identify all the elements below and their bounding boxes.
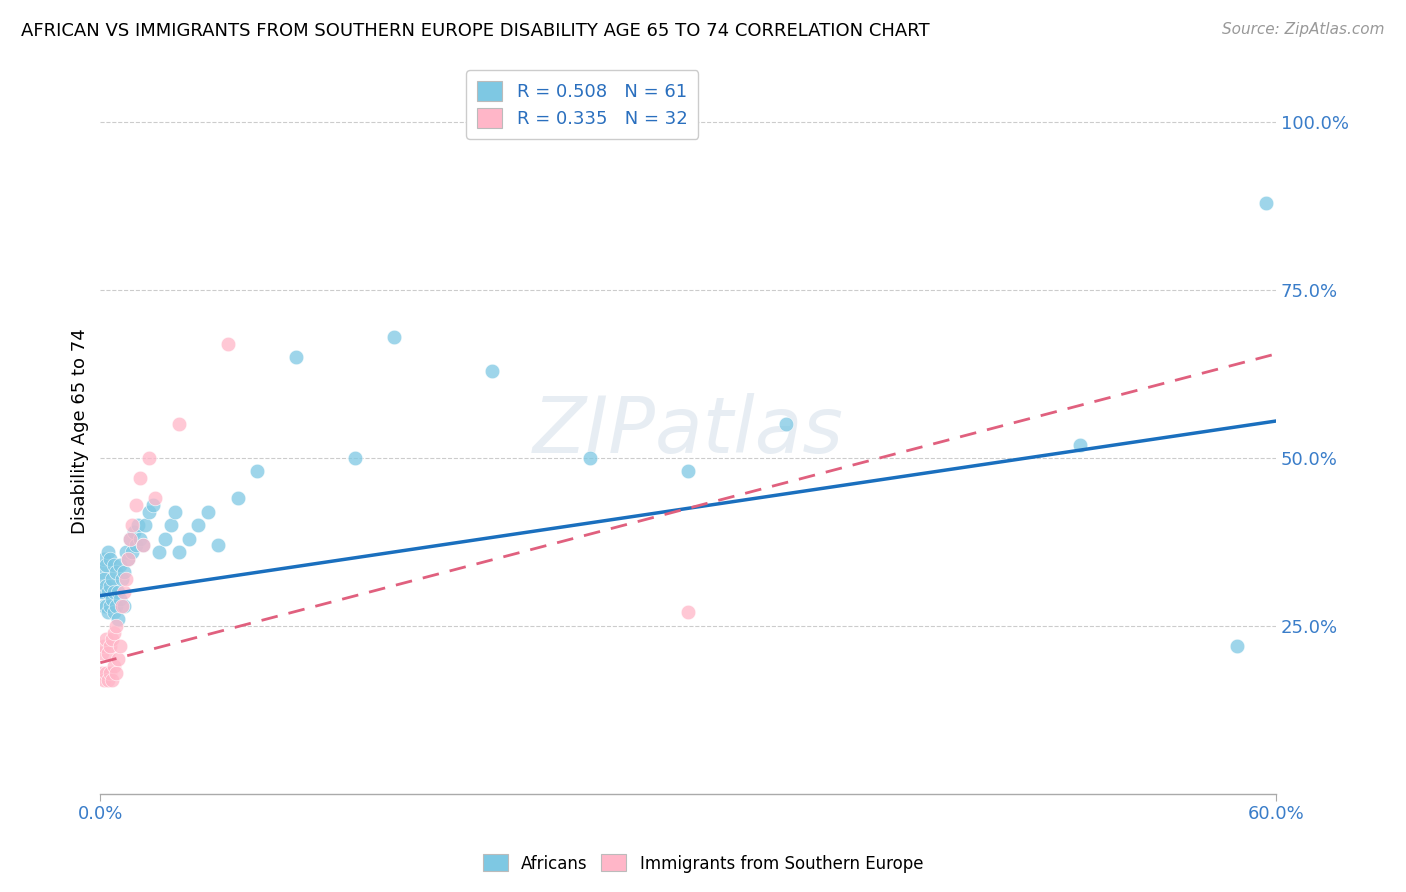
Point	[124, 538, 146, 552]
Point	[676, 464, 699, 478]
Point	[105, 565, 128, 579]
Point	[118, 532, 141, 546]
Point	[93, 639, 115, 653]
Point	[344, 450, 367, 465]
Point	[285, 350, 308, 364]
Point	[481, 364, 503, 378]
Point	[103, 625, 125, 640]
Point	[91, 665, 114, 680]
Point	[132, 538, 155, 552]
Point	[97, 585, 120, 599]
Point	[96, 558, 118, 573]
Point	[124, 498, 146, 512]
Y-axis label: Disability Age 65 to 74: Disability Age 65 to 74	[72, 328, 89, 534]
Point	[107, 612, 129, 626]
Point	[1226, 639, 1249, 653]
Text: AFRICAN VS IMMIGRANTS FROM SOUTHERN EUROPE DISABILITY AGE 65 TO 74 CORRELATION C: AFRICAN VS IMMIGRANTS FROM SOUTHERN EURO…	[21, 22, 929, 40]
Point	[101, 632, 124, 647]
Point	[382, 330, 405, 344]
Point	[676, 606, 699, 620]
Point	[105, 619, 128, 633]
Point	[1256, 195, 1278, 210]
Point	[101, 591, 124, 606]
Point	[187, 518, 209, 533]
Point	[101, 572, 124, 586]
Point	[96, 632, 118, 647]
Point	[117, 551, 139, 566]
Point	[112, 585, 135, 599]
Point	[108, 591, 131, 606]
Point	[167, 545, 190, 559]
Point	[97, 673, 120, 687]
Point	[112, 565, 135, 579]
Point	[775, 417, 797, 432]
Point	[93, 673, 115, 687]
Point	[153, 532, 176, 546]
Point	[207, 538, 229, 552]
Point	[96, 578, 118, 592]
Point	[96, 665, 118, 680]
Point	[1069, 437, 1091, 451]
Point	[217, 336, 239, 351]
Text: ZIPatlas: ZIPatlas	[533, 393, 844, 469]
Point	[122, 524, 145, 539]
Point	[108, 639, 131, 653]
Point	[91, 646, 114, 660]
Point	[226, 491, 249, 506]
Point	[118, 532, 141, 546]
Point	[121, 545, 143, 559]
Point	[103, 659, 125, 673]
Point	[143, 491, 166, 506]
Point	[138, 505, 160, 519]
Point	[114, 545, 136, 559]
Point	[177, 532, 200, 546]
Legend: Africans, Immigrants from Southern Europe: Africans, Immigrants from Southern Europ…	[477, 847, 929, 880]
Point	[105, 599, 128, 613]
Point	[103, 606, 125, 620]
Point	[163, 505, 186, 519]
Point	[98, 578, 121, 592]
Point	[197, 505, 219, 519]
Point	[111, 572, 134, 586]
Text: Source: ZipAtlas.com: Source: ZipAtlas.com	[1222, 22, 1385, 37]
Point	[160, 518, 183, 533]
Point	[103, 558, 125, 573]
Point	[97, 545, 120, 559]
Point	[132, 538, 155, 552]
Point	[98, 665, 121, 680]
Point	[93, 572, 115, 586]
Point	[101, 673, 124, 687]
Point	[98, 599, 121, 613]
Point	[105, 665, 128, 680]
Point	[91, 585, 114, 599]
Point	[121, 518, 143, 533]
Point	[111, 599, 134, 613]
Point	[117, 551, 139, 566]
Point	[142, 498, 165, 512]
Point	[98, 639, 121, 653]
Point	[127, 518, 149, 533]
Point	[108, 558, 131, 573]
Point	[128, 471, 150, 485]
Point	[97, 646, 120, 660]
Point	[107, 585, 129, 599]
Point	[103, 585, 125, 599]
Point	[98, 551, 121, 566]
Point	[96, 599, 118, 613]
Point	[148, 545, 170, 559]
Point	[97, 606, 120, 620]
Point	[114, 572, 136, 586]
Point	[91, 565, 114, 579]
Point	[112, 599, 135, 613]
Point	[93, 599, 115, 613]
Point	[93, 551, 115, 566]
Point	[167, 417, 190, 432]
Point	[134, 518, 156, 533]
Point	[128, 532, 150, 546]
Point	[138, 450, 160, 465]
Point	[246, 464, 269, 478]
Point	[107, 652, 129, 666]
Legend: R = 0.508   N = 61, R = 0.335   N = 32: R = 0.508 N = 61, R = 0.335 N = 32	[467, 70, 699, 139]
Point	[579, 450, 602, 465]
